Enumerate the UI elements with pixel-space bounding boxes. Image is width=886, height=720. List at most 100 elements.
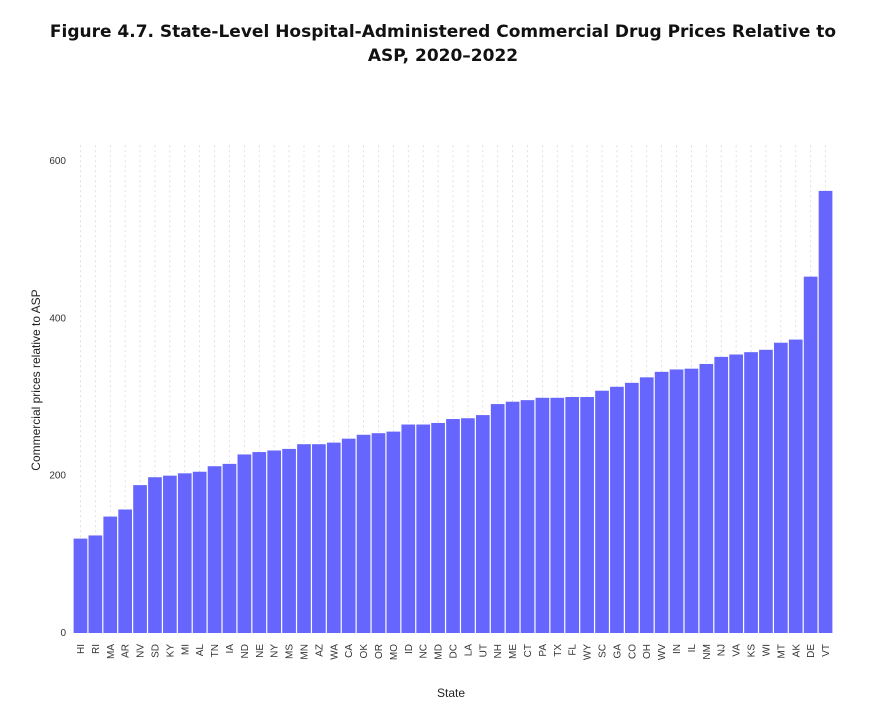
bar-mn	[297, 444, 311, 633]
x-tick-label: FL	[568, 644, 579, 656]
bar-co	[624, 382, 639, 633]
bar-de	[803, 276, 818, 633]
y-axis-ticks: 0 200 400 600	[49, 156, 66, 639]
bar-nm	[699, 363, 714, 633]
bar-ri	[88, 535, 103, 633]
x-tick-label: HI	[76, 644, 87, 654]
bar-va	[729, 354, 743, 633]
bar-pa	[535, 397, 550, 633]
x-tick-label: VA	[732, 644, 743, 657]
x-tick-label: IL	[687, 644, 698, 653]
bar-ga	[610, 386, 624, 633]
x-tick-label: SC	[598, 644, 609, 658]
bar-nv	[133, 485, 147, 633]
bar-ct	[520, 400, 535, 633]
bar-mi	[177, 473, 192, 633]
x-tick-label: AZ	[314, 644, 325, 657]
x-tick-label: SD	[150, 644, 161, 658]
bar-wy	[580, 397, 594, 633]
x-tick-label: DE	[806, 644, 817, 658]
x-axis-ticks: HI RI MA AR NV SD KY MI AL TN IA ND NE NY MS MN AZ WA CA OK…	[76, 644, 832, 661]
x-tick-label: NM	[702, 644, 713, 660]
x-tick-label: IA	[225, 644, 236, 654]
x-tick-label: MD	[434, 644, 445, 660]
x-tick-label: MO	[389, 644, 400, 660]
bar-sd	[148, 477, 162, 633]
bar-ks	[744, 352, 758, 633]
bar-in	[669, 369, 684, 633]
x-tick-label: CA	[344, 644, 355, 658]
x-tick-label: CT	[523, 644, 534, 657]
y-tick-label: 400	[49, 313, 66, 324]
bar-ne	[252, 452, 267, 633]
bar-vt	[818, 190, 833, 633]
bar-al	[192, 471, 207, 633]
x-tick-label: RI	[91, 644, 102, 654]
bar-wa	[326, 442, 341, 633]
bar-or	[371, 433, 386, 633]
x-tick-label: VT	[821, 644, 832, 657]
x-tick-label: MA	[106, 644, 117, 659]
x-tick-label: MT	[776, 644, 787, 658]
bar-id	[401, 424, 416, 633]
x-tick-label: AL	[195, 644, 206, 657]
bar-ak	[788, 339, 803, 633]
x-tick-label: DC	[449, 644, 460, 658]
bar-ny	[267, 450, 282, 633]
x-tick-label: WA	[329, 644, 340, 660]
x-tick-label: NC	[419, 644, 430, 658]
x-tick-label: OR	[374, 644, 385, 659]
bar-nh	[490, 404, 505, 633]
x-tick-label: OH	[642, 644, 653, 659]
bar-mt	[773, 342, 788, 633]
x-tick-label: NJ	[717, 644, 728, 656]
x-tick-label: CO	[627, 644, 638, 659]
x-tick-label: LA	[463, 644, 474, 657]
x-tick-label: MI	[180, 644, 191, 655]
x-tick-label: NV	[136, 644, 147, 658]
bar-hi	[73, 538, 88, 633]
bar-ms	[282, 448, 296, 633]
bar-mo	[386, 431, 401, 633]
x-tick-label: IN	[672, 644, 683, 654]
bar-la	[461, 418, 475, 633]
x-tick-label: GA	[612, 644, 623, 659]
bar-fl	[565, 397, 580, 633]
bar-me	[505, 401, 520, 633]
x-tick-label: TN	[210, 644, 221, 657]
bar-ky	[163, 475, 177, 633]
chart-title: Figure 4.7. State-Level Hospital-Adminis…	[49, 22, 837, 66]
bar-wi	[759, 349, 773, 633]
x-tick-label: WY	[583, 644, 594, 660]
bar-ut	[475, 415, 490, 633]
x-tick-label: ME	[508, 644, 519, 659]
bar-ar	[118, 509, 133, 633]
x-tick-label: WV	[657, 644, 668, 660]
bar-ca	[341, 438, 356, 633]
x-tick-label: KY	[165, 644, 176, 658]
bar-sc	[595, 390, 609, 633]
bar-nc	[416, 424, 431, 633]
x-tick-label: AR	[121, 644, 132, 658]
y-tick-label: 200	[49, 471, 66, 482]
bar-oh	[639, 377, 654, 633]
x-axis-label: State	[437, 686, 465, 700]
x-tick-label: MS	[285, 644, 296, 659]
bar-tn	[207, 466, 222, 633]
bar-az	[312, 444, 326, 633]
x-tick-label: TX	[553, 644, 564, 657]
x-tick-label: MN	[299, 644, 310, 660]
bars	[73, 190, 833, 633]
x-tick-label: KS	[747, 644, 758, 658]
x-tick-label: UT	[478, 644, 489, 657]
bar-ok	[356, 434, 371, 633]
x-tick-label: NY	[270, 644, 281, 658]
bar-nd	[237, 454, 252, 633]
bar-il	[684, 368, 699, 633]
x-tick-label: OK	[359, 644, 370, 659]
x-tick-label: WI	[761, 644, 772, 656]
y-axis-label: Commercial prices relative to ASP	[29, 289, 43, 470]
bar-wv	[654, 371, 669, 633]
x-tick-label: NH	[493, 644, 504, 658]
